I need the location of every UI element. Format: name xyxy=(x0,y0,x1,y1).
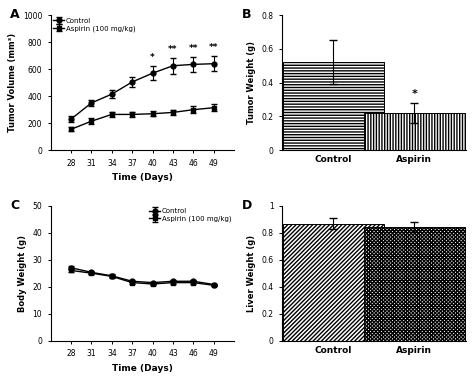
Text: A: A xyxy=(10,8,20,21)
Text: C: C xyxy=(10,199,19,212)
Text: *: * xyxy=(411,89,417,99)
Bar xyxy=(283,62,384,150)
Legend: Control, Aspirin (100 mg/kg): Control, Aspirin (100 mg/kg) xyxy=(149,208,232,223)
Text: **: ** xyxy=(189,44,198,53)
Text: B: B xyxy=(242,8,251,21)
Bar xyxy=(364,113,465,150)
Text: **: ** xyxy=(209,43,219,52)
X-axis label: Time (Days): Time (Days) xyxy=(112,364,173,373)
Y-axis label: Tumor Weight (g): Tumor Weight (g) xyxy=(247,41,256,124)
Text: **: ** xyxy=(168,45,178,54)
Y-axis label: Liver Weight (g): Liver Weight (g) xyxy=(247,235,256,312)
Y-axis label: Tumor Volume (mm³): Tumor Volume (mm³) xyxy=(9,33,18,132)
Bar xyxy=(364,227,465,341)
Y-axis label: Body Weight (g): Body Weight (g) xyxy=(18,235,27,312)
Bar xyxy=(283,224,384,341)
Text: *: * xyxy=(150,53,155,62)
X-axis label: Time (Days): Time (Days) xyxy=(112,173,173,182)
Text: D: D xyxy=(242,199,252,212)
Legend: Control, Aspirin (100 mg/kg): Control, Aspirin (100 mg/kg) xyxy=(53,17,136,32)
